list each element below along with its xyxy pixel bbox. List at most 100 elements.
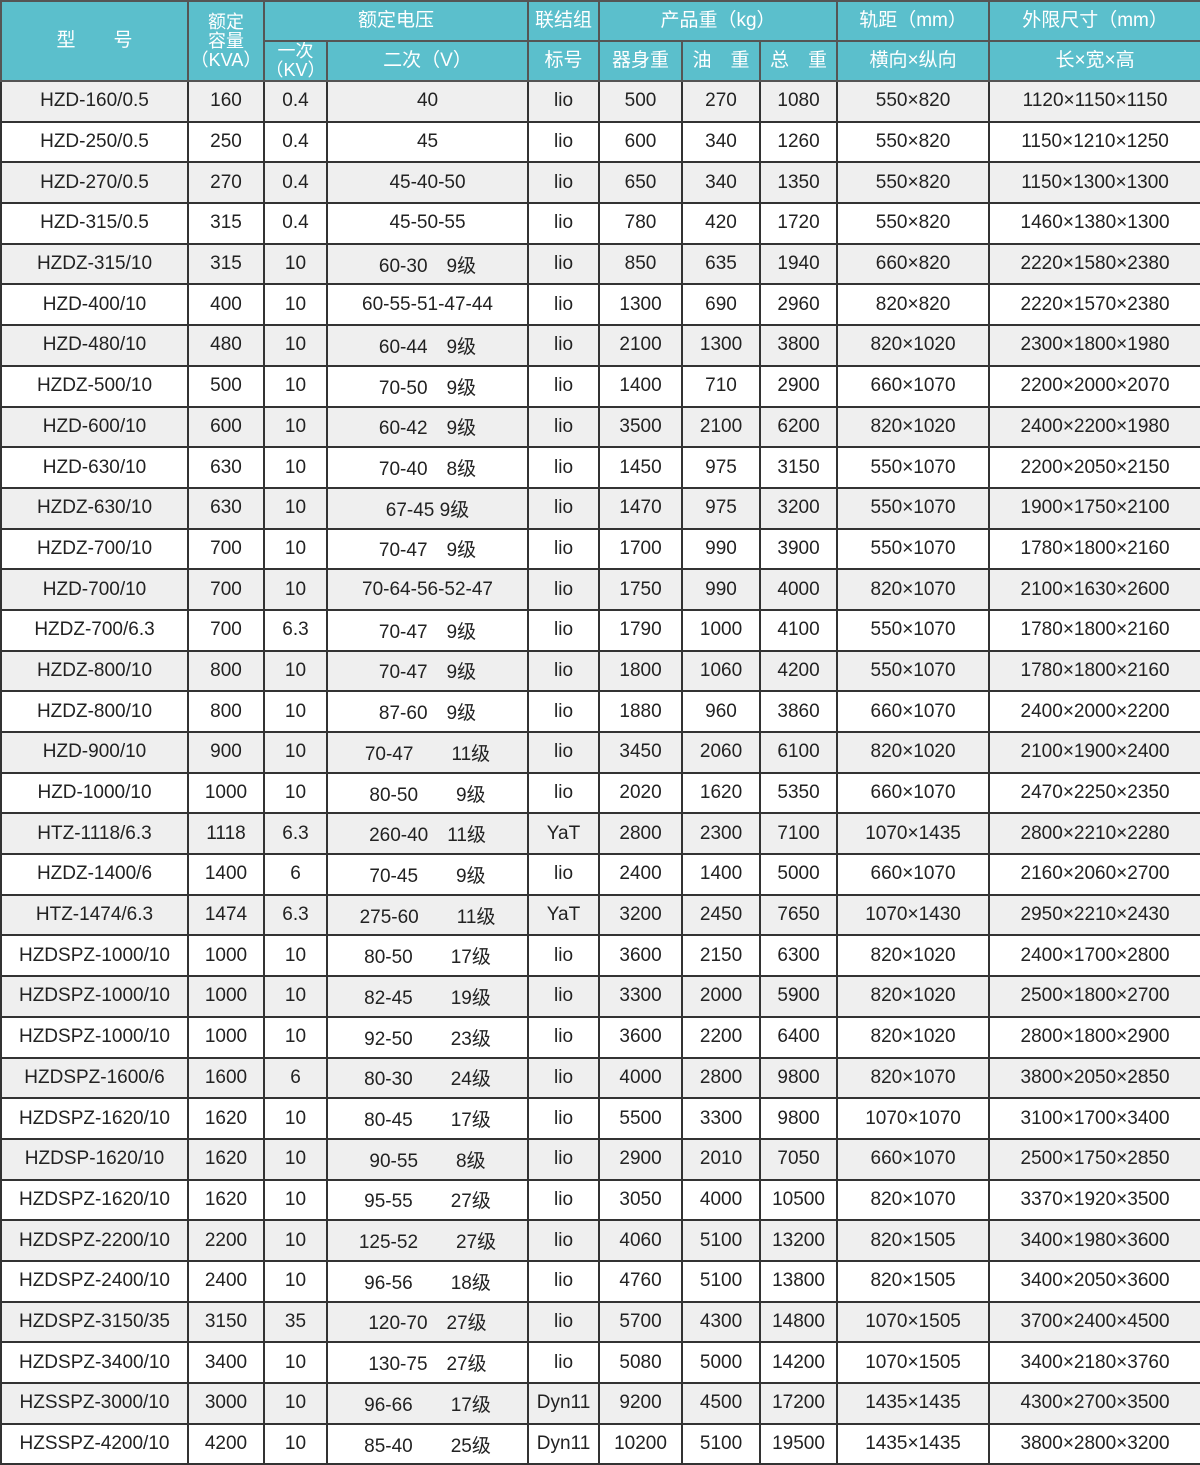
- cell-dimensions: 2220×1570×2380: [988, 283, 1200, 327]
- table-row: HZD-700/10 700 10 70-64-56-52-47 lio 1750 990 4…: [0, 568, 1200, 611]
- cell-connection-group: lio: [527, 853, 601, 896]
- cell-dimensions: 2100×1900×2400: [988, 731, 1200, 774]
- cell-capacity: 1000: [187, 1015, 265, 1059]
- cell-connection-group: lio: [527, 1137, 601, 1181]
- cell-oil-weight: 990: [681, 527, 762, 571]
- cell-gauge: 1435×1435: [836, 1382, 991, 1425]
- cell-total-weight: 3150: [759, 446, 839, 489]
- cell-total-weight: 3800: [759, 324, 839, 367]
- cell-gauge: 660×820: [836, 242, 991, 286]
- cell-total-weight: 3860: [759, 690, 839, 733]
- cell-secondary-voltage: 92-50 23级: [325, 1015, 530, 1059]
- cell-body-weight: 1700: [598, 527, 684, 571]
- cell-primary-voltage: 10: [263, 1137, 328, 1181]
- cell-capacity: 3150: [187, 1300, 265, 1344]
- cell-oil-weight: 2800: [681, 1056, 762, 1100]
- cell-dimensions: 3370×1920×3500: [988, 1178, 1200, 1222]
- cell-body-weight: 2400: [598, 853, 684, 896]
- header-secondary: 二次（V）: [325, 40, 530, 82]
- cell-connection-group: lio: [527, 161, 601, 205]
- cell-gauge: 660×1070: [836, 771, 991, 815]
- cell-body-weight: 650: [598, 161, 684, 205]
- cell-gauge: 1070×1435: [836, 812, 991, 856]
- header-gauge-sub: 横向×纵向: [836, 40, 991, 82]
- cell-primary-voltage: 10: [263, 324, 328, 367]
- header-primary: 一次 （KV）: [263, 40, 328, 82]
- cell-body-weight: 3500: [598, 405, 684, 449]
- cell-primary-voltage: 10: [263, 649, 328, 693]
- cell-gauge: 550×820: [836, 161, 991, 205]
- cell-primary-voltage: 0.4: [263, 120, 328, 164]
- cell-body-weight: 3050: [598, 1178, 684, 1222]
- cell-oil-weight: 975: [681, 446, 762, 489]
- cell-dimensions: 2500×1800×2700: [988, 975, 1200, 1018]
- cell-gauge: 550×1070: [836, 486, 991, 530]
- cell-model: HZD-630/10: [0, 446, 189, 489]
- cell-primary-voltage: 10: [263, 1015, 328, 1059]
- cell-total-weight: 4100: [759, 608, 839, 652]
- cell-body-weight: 10200: [598, 1422, 684, 1465]
- cell-total-weight: 1940: [759, 242, 839, 286]
- cell-model: HZDZ-315/10: [0, 242, 189, 286]
- cell-secondary-voltage: 70-47 9级: [325, 608, 530, 652]
- cell-total-weight: 7650: [759, 893, 839, 937]
- cell-gauge: 820×1070: [836, 1178, 991, 1222]
- cell-total-weight: 2960: [759, 283, 839, 327]
- cell-body-weight: 5500: [598, 1097, 684, 1140]
- cell-primary-voltage: 10: [263, 405, 328, 449]
- table-row: HZDSPZ-1620/10 1620 10 80-45 17级 lio 5500 3300…: [0, 1097, 1200, 1140]
- cell-secondary-voltage: 60-44 9级: [325, 324, 530, 367]
- cell-gauge: 820×1070: [836, 1056, 991, 1100]
- cell-connection-group: Dyn11: [527, 1422, 601, 1465]
- cell-total-weight: 19500: [759, 1422, 839, 1465]
- cell-capacity: 630: [187, 446, 265, 489]
- cell-primary-voltage: 10: [263, 486, 328, 530]
- cell-connection-group: lio: [527, 283, 601, 327]
- cell-secondary-voltage: 90-55 8级: [325, 1137, 530, 1181]
- cell-model: HZD-700/10: [0, 568, 189, 611]
- cell-secondary-voltage: 70-40 8级: [325, 446, 530, 489]
- cell-model: HZSSPZ-4200/10: [0, 1422, 189, 1465]
- cell-secondary-voltage: 80-45 17级: [325, 1097, 530, 1140]
- cell-total-weight: 9800: [759, 1097, 839, 1140]
- cell-oil-weight: 2150: [681, 934, 762, 978]
- cell-gauge: 660×1070: [836, 690, 991, 733]
- cell-primary-voltage: 0.4: [263, 202, 328, 245]
- cell-secondary-voltage: 95-55 27级: [325, 1178, 530, 1222]
- header-capacity-line2: 容量: [208, 30, 244, 51]
- cell-capacity: 1620: [187, 1137, 265, 1181]
- cell-dimensions: 1150×1210×1250: [988, 120, 1200, 164]
- cell-primary-voltage: 10: [263, 446, 328, 489]
- header-body-weight: 器身重: [598, 40, 684, 82]
- cell-gauge: 550×1070: [836, 446, 991, 489]
- cell-model: HZDSP-1620/10: [0, 1137, 189, 1181]
- cell-capacity: 1620: [187, 1097, 265, 1140]
- cell-connection-group: lio: [527, 1015, 601, 1059]
- table-row: HZD-900/10 900 10 70-47 11级 lio 3450 2060 6100 8…: [0, 731, 1200, 774]
- cell-oil-weight: 1000: [681, 608, 762, 652]
- cell-oil-weight: 2450: [681, 893, 762, 937]
- cell-oil-weight: 4300: [681, 1300, 762, 1344]
- cell-oil-weight: 710: [681, 364, 762, 408]
- cell-oil-weight: 340: [681, 161, 762, 205]
- header-gauge: 轨距（mm）: [836, 0, 991, 42]
- cell-primary-voltage: 6: [263, 1056, 328, 1100]
- cell-model: HZDSPZ-3400/10: [0, 1341, 189, 1384]
- header-rated-voltage: 额定电压: [262, 0, 530, 42]
- cell-total-weight: 4000: [759, 568, 839, 611]
- cell-connection-group: lio: [527, 975, 601, 1018]
- cell-oil-weight: 5100: [681, 1422, 762, 1465]
- cell-body-weight: 1790: [598, 608, 684, 652]
- cell-gauge: 820×1020: [836, 405, 991, 449]
- cell-secondary-voltage: 260-40 11级: [325, 812, 530, 856]
- cell-connection-group: Dyn11: [527, 1382, 601, 1425]
- cell-secondary-voltage: 80-30 24级: [325, 1056, 530, 1100]
- cell-dimensions: 3800×2800×3200: [988, 1422, 1200, 1465]
- cell-capacity: 500: [187, 364, 265, 408]
- cell-secondary-voltage: 60-30 9级: [325, 242, 530, 286]
- cell-total-weight: 6300: [759, 934, 839, 978]
- table-row: HZD-1000/10 1000 10 80-50 9级 lio 2020 1620 5350…: [0, 771, 1200, 815]
- cell-secondary-voltage: 70-64-56-52-47: [325, 568, 530, 611]
- cell-dimensions: 2400×2000×2200: [988, 690, 1200, 733]
